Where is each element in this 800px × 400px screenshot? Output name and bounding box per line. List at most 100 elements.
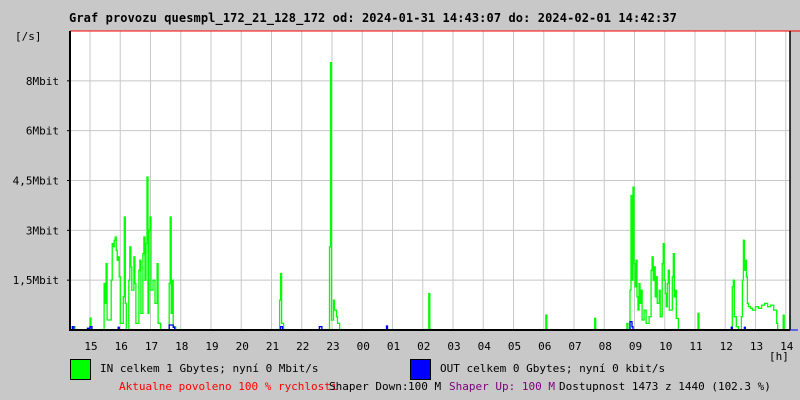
series-in-point: [639, 302, 641, 305]
series-in-point: [112, 246, 114, 248]
series-in-point: [656, 302, 658, 305]
series-in-point: [332, 299, 335, 301]
series-in-point: [148, 229, 150, 231]
series-in-point: [117, 256, 119, 258]
series-in-point: [675, 317, 677, 319]
x-tick-label: 15: [84, 340, 97, 353]
series-in-point: [749, 307, 752, 310]
x-tick-label: 19: [205, 340, 218, 353]
series-in-point: [138, 269, 140, 271]
series-out-point: [631, 326, 633, 328]
series-in-point: [594, 317, 596, 319]
series-in-point: [105, 262, 107, 265]
series-in-point: [633, 262, 635, 265]
series-in-point: [629, 289, 631, 291]
series-in-point: [118, 276, 120, 278]
series-out-point: [117, 326, 119, 328]
series-in-point: [742, 239, 745, 241]
series-in-point: [663, 279, 665, 281]
x-tick-label: 10: [659, 340, 672, 353]
series-in-point: [782, 314, 784, 316]
series-in-point: [673, 296, 675, 298]
series-in-point: [335, 316, 338, 318]
series-in-point: [744, 259, 747, 261]
series-in-point: [142, 252, 144, 255]
series-in-point: [119, 322, 121, 324]
series-in-point: [650, 269, 652, 271]
series-in-point: [754, 306, 757, 308]
series-in-point: [139, 259, 141, 261]
series-out-point: [318, 326, 320, 328]
series-in-point: [146, 176, 148, 178]
series-in-point: [130, 266, 132, 268]
y-tick-label: 4,5Mbit: [13, 175, 59, 188]
series-in-point: [740, 316, 742, 318]
series-in-point: [672, 252, 674, 255]
availability-text: Dostupnost 1473 z 1440 (102.3 %): [559, 380, 771, 393]
series-in-point: [645, 322, 647, 324]
series-in-point: [169, 216, 171, 218]
series-in-point: [123, 216, 125, 218]
x-tick-label: 20: [236, 340, 249, 353]
series-in-point: [735, 326, 737, 328]
series-in-point: [671, 276, 673, 278]
series-in-point: [640, 289, 642, 291]
series-in-point: [630, 194, 632, 197]
x-tick-label: 22: [296, 340, 309, 353]
series-in-point: [122, 296, 124, 298]
x-tick-label: 21: [266, 340, 279, 353]
series-in-point: [135, 322, 137, 324]
series-in-point: [626, 322, 628, 324]
legend-out-swatch: [410, 359, 431, 380]
series-in-point: [156, 262, 158, 265]
series-in-point: [133, 256, 135, 258]
series-in-point: [170, 312, 172, 314]
y-tick-label: 3Mbit: [26, 224, 59, 237]
x-tick-label: 16: [115, 340, 128, 353]
series-in-point: [150, 289, 152, 291]
legend-in-text: IN celkem 1 Gbytes; nyní 0 Mbit/s: [100, 362, 319, 375]
series-in-point: [145, 243, 147, 245]
series-in-point: [648, 316, 650, 318]
series-in-point: [113, 239, 115, 241]
series-in-point: [743, 269, 746, 271]
series-in-point: [731, 286, 733, 288]
series-in-point: [106, 319, 108, 321]
series-in-point: [655, 276, 657, 278]
shaper-up-text: Shaper Up: 100 M: [449, 380, 555, 393]
series-in-point: [767, 306, 769, 308]
series-in-point: [103, 282, 105, 285]
series-in-point: [732, 279, 734, 281]
series-in-point: [635, 259, 637, 261]
series-in-point: [333, 309, 336, 311]
series-in-point: [776, 322, 778, 324]
series-in-point: [634, 286, 636, 288]
series-in-point: [770, 304, 772, 306]
series-in-point: [149, 216, 151, 218]
series-in-point: [428, 292, 430, 295]
shaper-down-value: 100 M: [408, 380, 442, 393]
x-tick-label: 00: [357, 340, 370, 353]
series-in-point: [652, 279, 654, 281]
x-tick-label: 13: [750, 340, 763, 353]
series-out-point: [89, 326, 91, 328]
x-tick-label: 06: [538, 340, 551, 353]
series-in-point: [545, 314, 547, 316]
y-axis-unit: [/s]: [15, 30, 42, 43]
series-in-point: [668, 309, 670, 311]
x-tick-label: 14: [780, 340, 794, 353]
series-in-point: [653, 266, 655, 268]
x-tick-label: 18: [175, 340, 188, 353]
x-tick-label: 17: [145, 340, 158, 353]
series-in-point: [329, 61, 332, 64]
series-in-point: [128, 279, 130, 281]
series-in-point: [89, 317, 91, 319]
series-in-point: [147, 312, 149, 314]
series-in-point: [741, 279, 743, 281]
series-in-point: [129, 246, 131, 248]
series-in-point: [631, 279, 633, 281]
y-tick-label: 1,5Mbit: [13, 274, 59, 287]
series-in-point: [134, 282, 136, 285]
series-in-point: [104, 302, 106, 305]
